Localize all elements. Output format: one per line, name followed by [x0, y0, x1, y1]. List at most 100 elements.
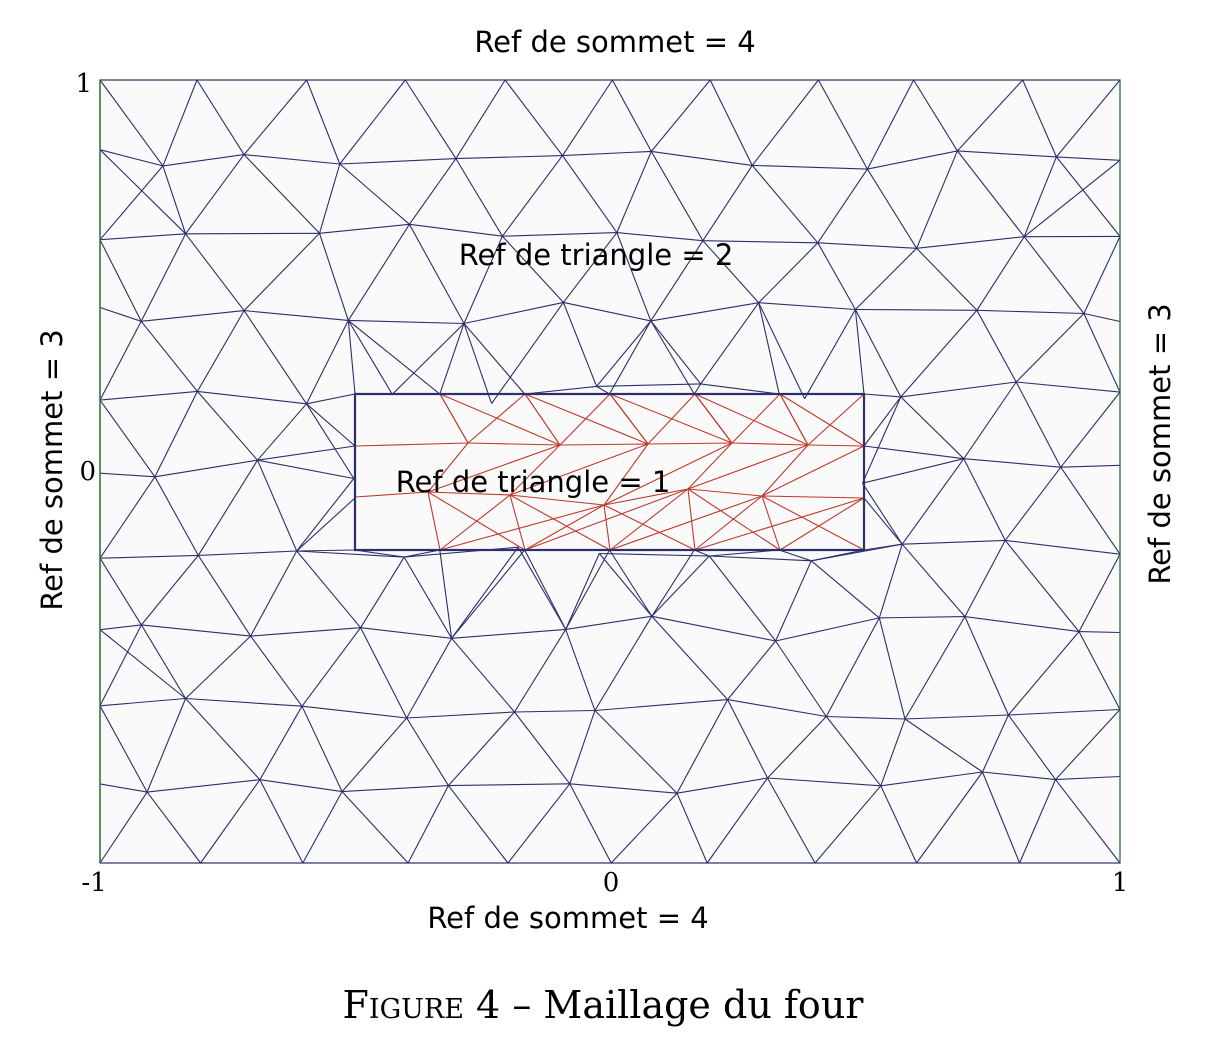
- outer-mesh-edge: [901, 458, 965, 545]
- left-boundary-label: Ref de sommet = 3: [35, 329, 69, 610]
- outer-mesh-edge: [257, 403, 307, 461]
- outer-mesh-edge: [250, 635, 303, 707]
- outer-mesh-edge: [963, 458, 1061, 468]
- outer-mesh-edge: [767, 716, 827, 779]
- outer-mesh-edge: [301, 705, 407, 719]
- inner-mesh-edge: [439, 494, 511, 551]
- outer-mesh-edge: [861, 396, 902, 484]
- outer-mesh-edge: [339, 79, 406, 165]
- outer-mesh-edge: [1078, 631, 1121, 634]
- outer-mesh-edge: [804, 309, 856, 399]
- outer-mesh-edge: [817, 242, 917, 249]
- outer-mesh-edge: [404, 549, 440, 558]
- outer-mesh-edge: [562, 150, 652, 157]
- outer-mesh-edge: [596, 385, 610, 395]
- outer-mesh-edge: [963, 458, 1006, 541]
- outer-mesh-edge: [900, 309, 978, 398]
- inner-region-border: [353, 392, 866, 552]
- outer-mesh-edge: [501, 235, 564, 303]
- inner-mesh-edge: [524, 393, 561, 446]
- outer-mesh-edge: [141, 624, 251, 637]
- outer-mesh-edge: [976, 309, 1084, 315]
- inner-mesh-edge: [694, 495, 763, 551]
- outer-mesh-edge: [99, 705, 148, 793]
- outer-mesh-edge: [916, 771, 983, 864]
- inner-mesh-edge: [427, 444, 561, 493]
- inner-mesh-edge: [761, 495, 865, 499]
- outer-mesh-edge: [347, 319, 441, 395]
- outer-mesh-edge: [904, 616, 966, 720]
- outer-mesh-edge: [956, 150, 1025, 238]
- outer-mesh-edge: [339, 163, 410, 225]
- inner-mesh-edge: [687, 488, 696, 551]
- inner-mesh-edge: [687, 442, 733, 490]
- outer-mesh-edge: [99, 791, 148, 864]
- inner-mesh-edge: [731, 442, 809, 446]
- outer-mesh-edge: [517, 546, 567, 630]
- outer-mesh-edge: [775, 640, 827, 717]
- outer-mesh-edge: [257, 459, 354, 480]
- outer-mesh-edge: [1060, 464, 1121, 468]
- outer-mesh-edge: [448, 783, 570, 787]
- inner-mesh-edge: [603, 443, 649, 506]
- inner-mesh-edge: [467, 442, 561, 446]
- caption-text: Maillage du four: [543, 983, 864, 1027]
- outer-mesh-edge: [976, 310, 1017, 383]
- outer-mesh-edge: [259, 779, 343, 793]
- outer-mesh-edge: [162, 165, 187, 234]
- outer-mesh-edge: [565, 629, 596, 711]
- outer-mesh-edge: [700, 383, 780, 395]
- outer-mesh-edge: [1083, 312, 1121, 323]
- x-tick-middle: 0: [603, 868, 620, 898]
- outer-mesh-edge: [596, 320, 652, 387]
- outer-mesh-edge: [463, 323, 493, 404]
- outer-mesh-edge: [502, 232, 617, 237]
- outer-mesh-edge: [676, 777, 768, 794]
- outer-mesh-edge: [1023, 156, 1057, 237]
- outer-mesh-edge: [409, 223, 503, 237]
- outer-mesh-edge: [348, 319, 465, 325]
- outer-mesh-edge: [825, 716, 882, 787]
- outer-mesh-edge: [650, 320, 695, 395]
- outer-mesh-edge: [957, 150, 1057, 158]
- outer-mesh-edge: [306, 403, 355, 479]
- outer-mesh-edge: [306, 79, 341, 165]
- outer-mesh-edge: [817, 79, 868, 170]
- outer-mesh-edge: [99, 321, 142, 401]
- outer-mesh-edge: [964, 616, 1009, 716]
- outer-mesh-edge: [1005, 539, 1121, 555]
- outer-mesh-edge: [341, 791, 409, 864]
- outer-mesh-edge: [609, 549, 653, 617]
- outer-mesh-edge: [862, 458, 964, 484]
- outer-mesh-edge: [439, 549, 453, 639]
- outer-mesh-edge: [562, 232, 618, 303]
- outer-mesh-edge: [1078, 631, 1121, 710]
- outer-mesh-edge: [1023, 236, 1085, 314]
- inner-mesh-edge: [609, 393, 733, 444]
- outer-mesh-edge: [404, 546, 519, 558]
- outer-mesh-edge: [147, 779, 260, 793]
- inner-mesh-edge: [509, 444, 561, 496]
- inner-mesh-edge: [687, 444, 809, 490]
- inner-mesh-edge: [524, 504, 605, 551]
- outer-mesh-edge: [902, 539, 1006, 545]
- outer-mesh-edge: [99, 149, 186, 235]
- outer-mesh-edge: [904, 718, 983, 773]
- outer-mesh-edge: [565, 549, 610, 630]
- outer-mesh-edge: [1055, 79, 1121, 158]
- outer-mesh-edge: [185, 697, 303, 707]
- outer-region-label: Ref de triangle = 2: [459, 238, 734, 272]
- outer-mesh-edge: [154, 476, 199, 556]
- outer-mesh-edge: [197, 459, 258, 556]
- outer-mesh-edge: [562, 79, 613, 156]
- outer-mesh-edge: [99, 233, 186, 241]
- inner-mesh-edge: [603, 504, 696, 551]
- outer-mesh-edge: [854, 309, 902, 398]
- outer-mesh-edge: [900, 381, 1017, 398]
- outer-mesh-edge: [296, 550, 405, 558]
- inner-mesh-edge: [439, 393, 561, 446]
- outer-mesh-edge: [296, 550, 362, 629]
- outer-mesh-edge: [1083, 313, 1121, 393]
- outer-mesh-edge: [451, 549, 526, 639]
- outer-mesh-edge: [1078, 553, 1121, 632]
